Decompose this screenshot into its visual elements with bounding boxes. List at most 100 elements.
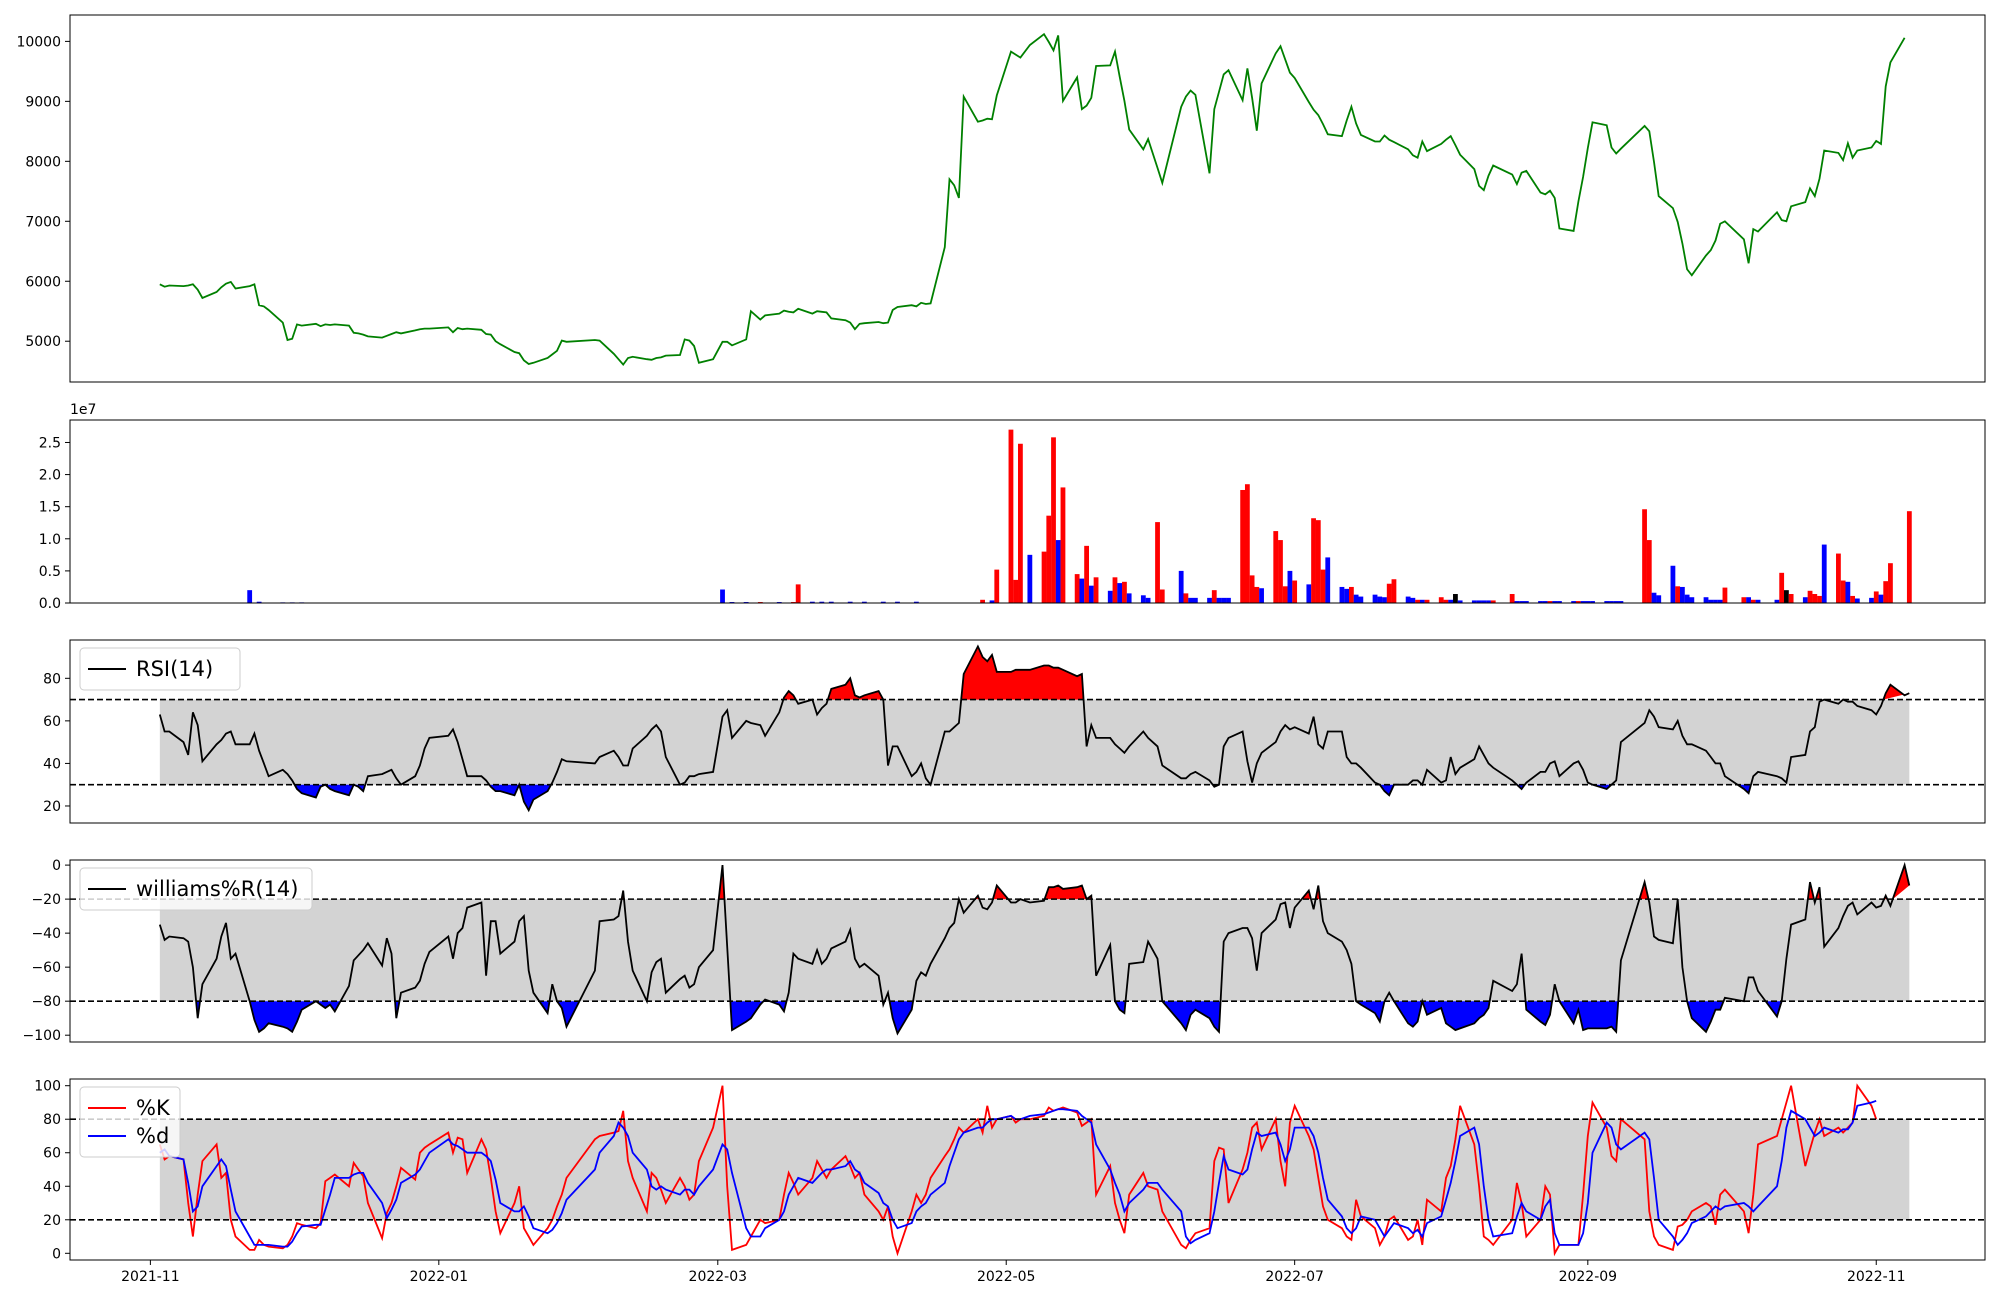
volume-bar xyxy=(1443,599,1449,603)
volume-bar xyxy=(1292,580,1298,603)
volume-bar xyxy=(1547,601,1553,603)
volume-bar xyxy=(1325,557,1331,603)
rsi-legend-box xyxy=(79,647,241,691)
volume-bar xyxy=(1888,563,1893,603)
volume-bar xyxy=(1041,551,1047,603)
volume-bar xyxy=(1481,600,1487,603)
williams-legend-box xyxy=(79,867,313,911)
volume-bar xyxy=(1750,599,1756,603)
stochastic-ytick-label: 80 xyxy=(43,1112,61,1128)
rsi-oversold-fill xyxy=(519,784,552,811)
volume-bar xyxy=(1178,570,1184,603)
volume-bar xyxy=(720,589,725,603)
volume-bar xyxy=(1207,597,1212,603)
williams-legend-label: williams%R(14) xyxy=(136,877,298,901)
volume-bar xyxy=(1211,590,1217,603)
rsi-legend-label: RSI(14) xyxy=(136,657,213,681)
volume-bar xyxy=(1476,600,1482,603)
williams-oversold-fill xyxy=(1422,1001,1490,1031)
williams-ytick-label: −100 xyxy=(23,1028,61,1044)
williams-panel-frame xyxy=(69,859,1986,1043)
volume-bar xyxy=(1609,601,1614,603)
volume-bar xyxy=(1419,599,1425,603)
volume-bar xyxy=(1159,589,1165,603)
volume-bar xyxy=(1812,594,1818,603)
volume-bar xyxy=(1348,586,1354,603)
price-ytick-label: 7000 xyxy=(25,214,61,230)
volume-bar xyxy=(1656,595,1662,603)
stochastic-ytick-label: 60 xyxy=(43,1146,61,1162)
volume-bar xyxy=(1755,599,1761,603)
volume-bar xyxy=(1585,601,1591,603)
volume-bar xyxy=(1311,518,1316,603)
volume-bar xyxy=(1438,597,1444,603)
volume-bar xyxy=(819,601,825,603)
williams-ytick-label: −80 xyxy=(31,994,61,1010)
volume-bar xyxy=(1372,594,1378,603)
volume-bar xyxy=(1471,600,1477,603)
volume-bar xyxy=(1850,595,1856,603)
volume-bar xyxy=(1122,581,1127,603)
rsi-ytick-label: 40 xyxy=(43,756,61,772)
volume-bar xyxy=(1382,597,1387,603)
volume-bar xyxy=(1386,583,1392,603)
rsi-overbought-fill xyxy=(783,691,796,700)
volume-bar xyxy=(1259,588,1264,603)
volume-bar xyxy=(1542,601,1548,603)
rsi-ytick-label: 20 xyxy=(43,799,61,815)
volume-ytick-label: 1.0 xyxy=(39,532,61,548)
price-panel-frame xyxy=(69,14,1986,383)
x-tick-label: 2022-03 xyxy=(689,1269,748,1285)
volume-bar xyxy=(1873,591,1879,603)
x-tick-label: 2022-09 xyxy=(1559,1269,1618,1285)
rsi-oversold-fill xyxy=(294,784,326,798)
volume-bar xyxy=(1273,531,1279,603)
stochastic-ytick-label: 100 xyxy=(34,1079,61,1095)
volume-bar xyxy=(1183,593,1189,603)
rsi-ytick-label: 80 xyxy=(43,671,61,687)
volume-bar xyxy=(1514,601,1520,603)
price-ytick-label: 6000 xyxy=(25,274,61,290)
price-line xyxy=(159,32,1906,367)
volume-bar xyxy=(1155,522,1160,603)
rsi-overbought-fill xyxy=(1883,684,1910,700)
stochastic-neutral-band xyxy=(159,1119,1910,1220)
volume-bar xyxy=(1774,599,1780,603)
volume-bar xyxy=(1008,429,1014,603)
volume-bar xyxy=(1358,596,1364,603)
volume-bar xyxy=(1453,594,1458,603)
stochastic-k-line xyxy=(158,1083,1878,1257)
volume-bar xyxy=(1854,598,1860,603)
williams-overbought-fill xyxy=(1044,885,1087,900)
volume-bar xyxy=(1188,597,1194,603)
williams-oversold-fill xyxy=(1162,1001,1221,1032)
volume-bar xyxy=(1604,601,1610,603)
stochastic-legend-box xyxy=(79,1086,181,1158)
volume-bar xyxy=(1802,597,1808,603)
volume-bar xyxy=(847,601,853,603)
volume-bar xyxy=(1051,437,1056,603)
volume-bar xyxy=(1278,540,1283,603)
volume-bar xyxy=(1244,484,1250,603)
volume-bar xyxy=(1084,545,1090,603)
volume-bar xyxy=(1906,511,1912,603)
williams-oversold-fill xyxy=(1525,1001,1553,1025)
volume-bar xyxy=(1646,540,1652,603)
volume-bar xyxy=(1046,515,1052,603)
volume-bar xyxy=(1651,592,1657,603)
volume-bar xyxy=(1708,599,1714,603)
volume-bar xyxy=(980,599,985,603)
stochastic-legend-label: %K xyxy=(136,1096,171,1120)
williams-oversold-fill xyxy=(1687,1001,1724,1032)
volume-ytick-label: 1.5 xyxy=(39,500,61,516)
volume-bar xyxy=(1339,586,1345,603)
price-ytick-label: 8000 xyxy=(25,154,61,170)
volume-bar xyxy=(989,600,995,603)
volume-bar xyxy=(1320,569,1326,603)
volume-bar xyxy=(1675,586,1681,603)
volume-bar xyxy=(1557,601,1562,603)
volume-ytick-label: 0.5 xyxy=(39,564,61,580)
volume-bar xyxy=(1315,520,1321,603)
volume-bar xyxy=(1306,584,1312,603)
rsi-oversold-fill xyxy=(1379,784,1394,796)
